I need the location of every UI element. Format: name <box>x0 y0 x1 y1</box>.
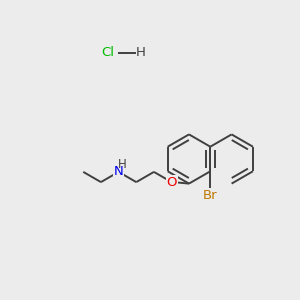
Text: H: H <box>118 158 127 171</box>
Text: Br: Br <box>203 189 218 202</box>
Text: O: O <box>166 176 177 189</box>
Text: N: N <box>114 165 124 178</box>
Text: H: H <box>136 46 145 59</box>
Text: Cl: Cl <box>101 46 115 59</box>
